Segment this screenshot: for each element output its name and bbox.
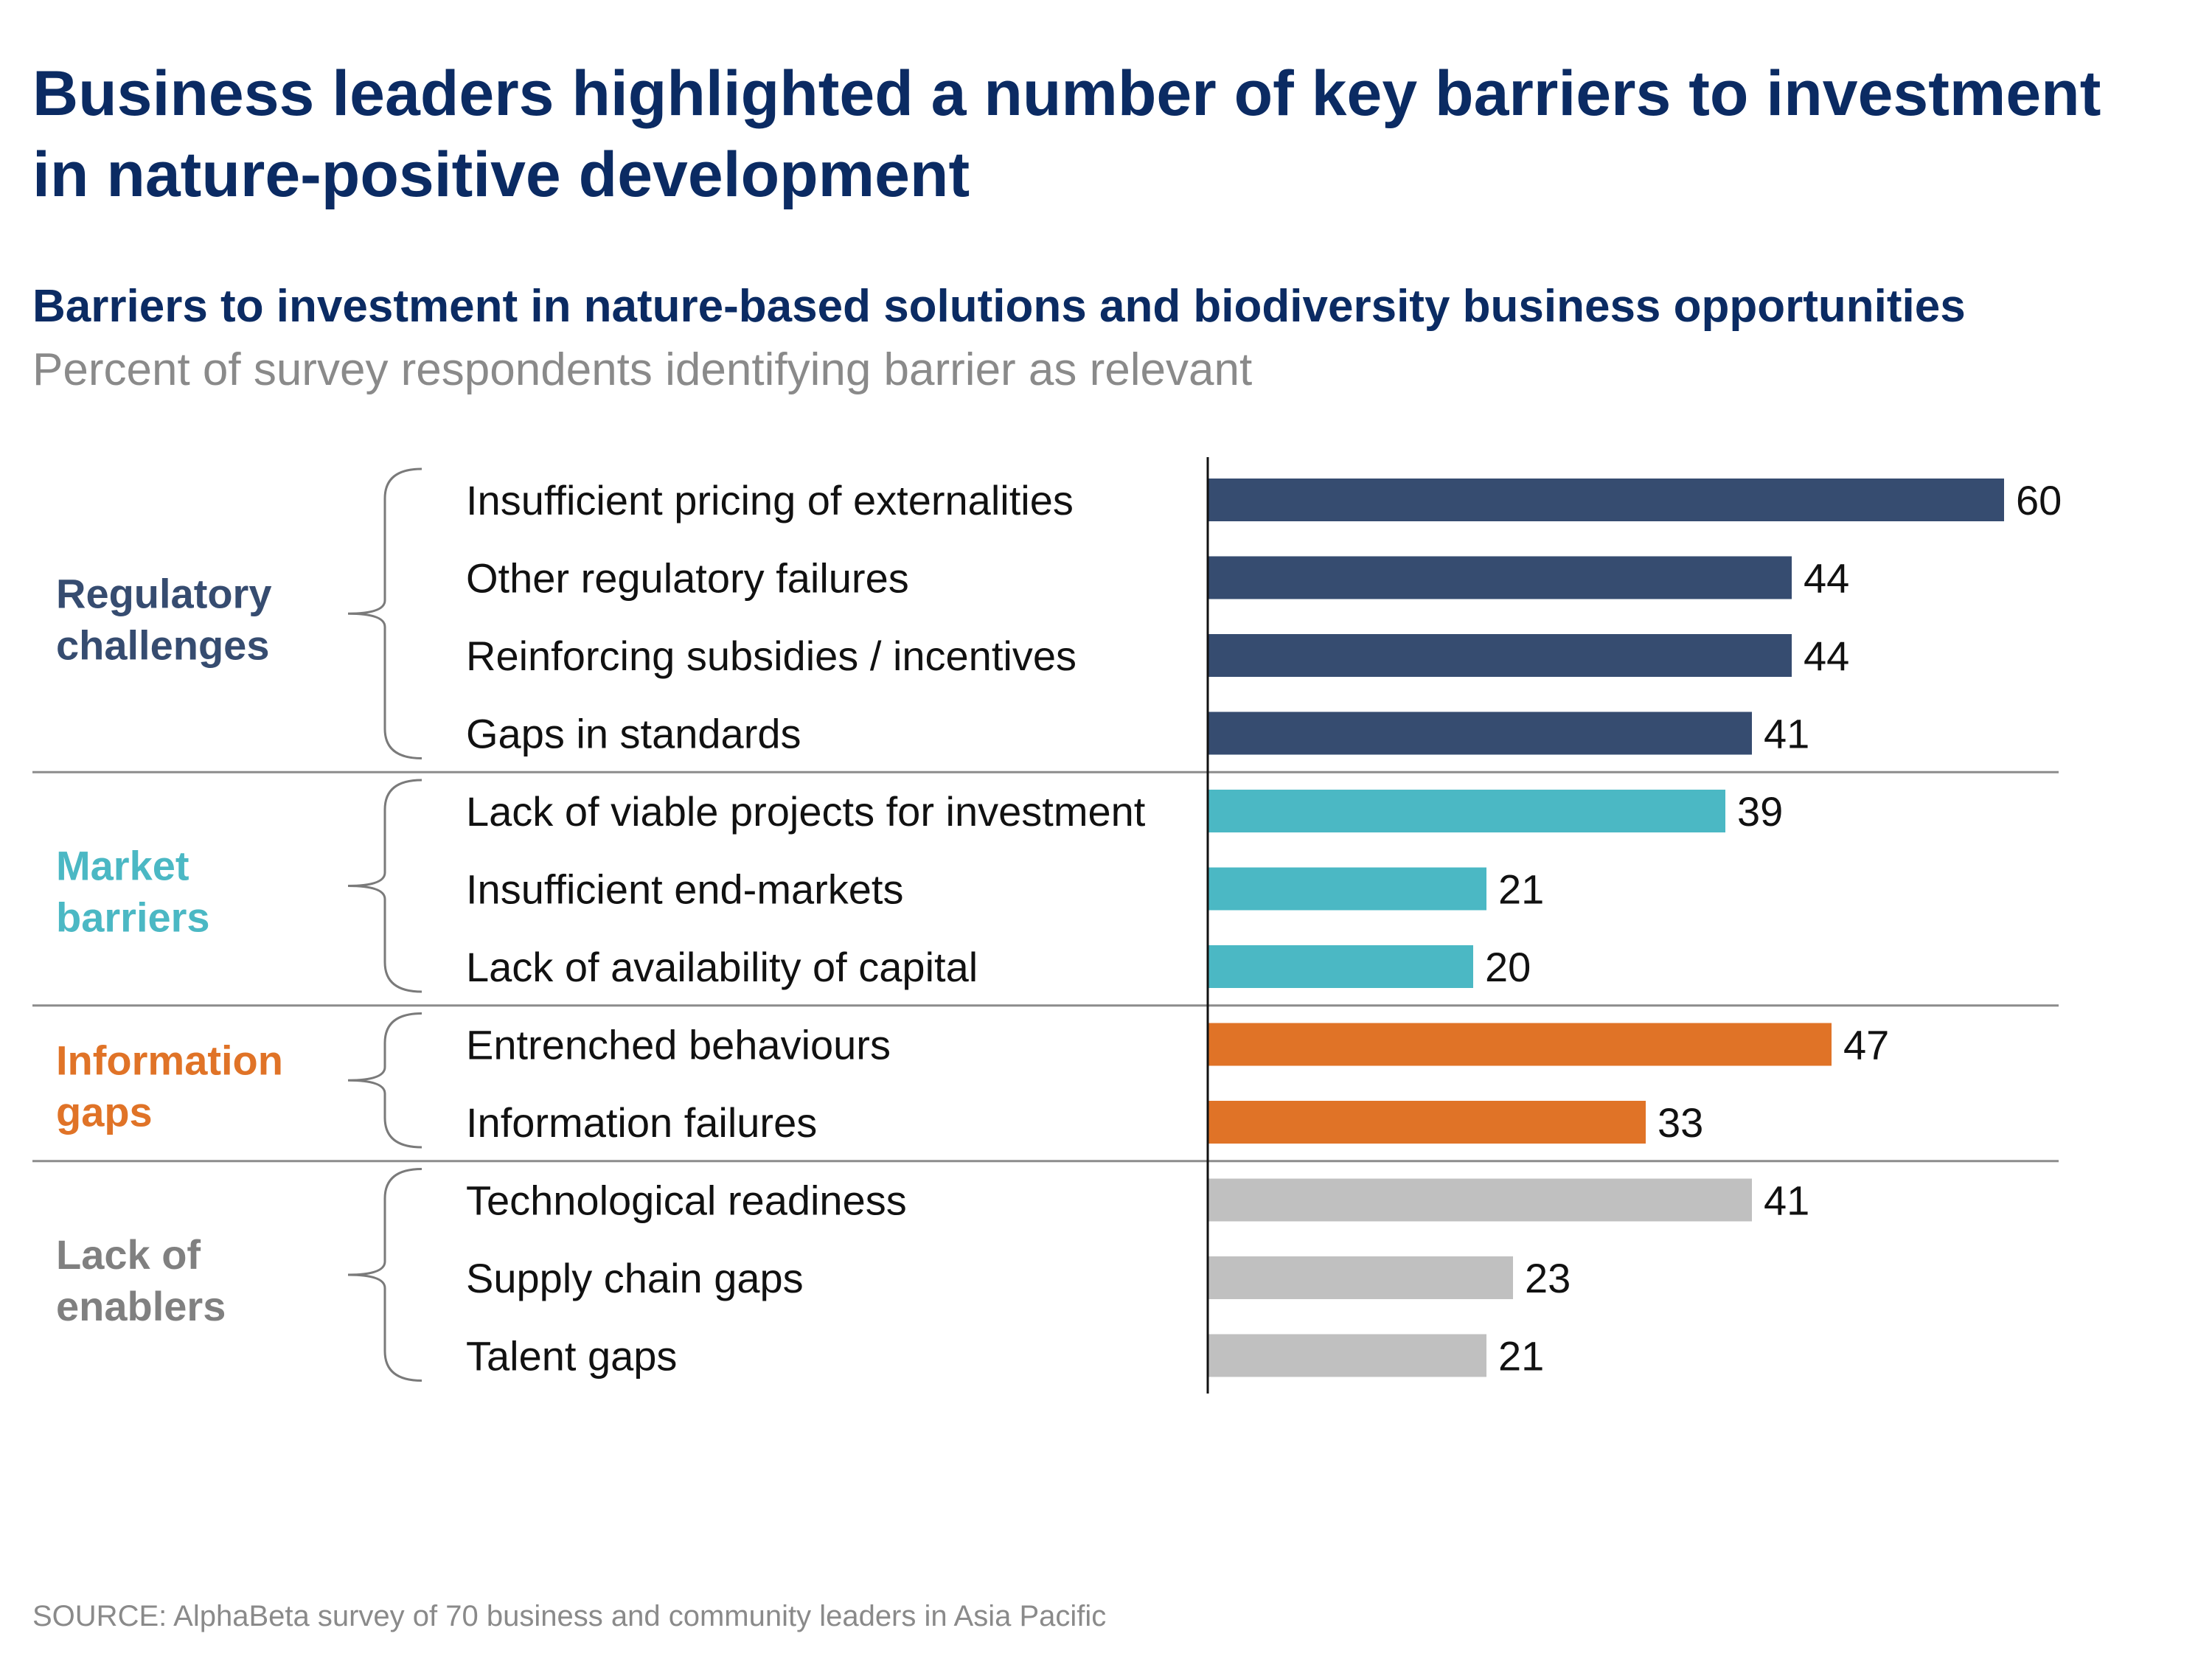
category-label: Other regulatory failures [466, 555, 909, 602]
bar [1208, 1101, 1646, 1144]
page-title: Business leaders highlighted a number of… [32, 58, 2101, 210]
value-label: 41 [1764, 711, 1809, 757]
category-label: Talent gaps [466, 1333, 677, 1380]
group-label: Market barriers [56, 843, 210, 941]
bar [1208, 1023, 1832, 1066]
value-label: 47 [1843, 1022, 1889, 1068]
value-label: 41 [1764, 1177, 1809, 1224]
value-label: 21 [1498, 1333, 1544, 1380]
value-label: 23 [1525, 1255, 1571, 1301]
bar [1208, 634, 1792, 677]
group-brace [347, 1012, 422, 1149]
category-label: Supply chain gaps [466, 1255, 804, 1301]
bar [1208, 479, 2004, 521]
category-label: Insufficient pricing of externalities [466, 477, 1074, 523]
bar [1208, 1334, 1486, 1377]
value-label: 44 [1804, 633, 1849, 679]
bar [1208, 1178, 1752, 1222]
value-label: 33 [1658, 1099, 1703, 1146]
value-label: 20 [1485, 944, 1531, 990]
category-label: Lack of viable projects for investment [466, 788, 1146, 835]
category-label: Entrenched behaviours [466, 1022, 891, 1068]
bar [1208, 556, 1792, 599]
category-label: Information failures [466, 1099, 817, 1146]
group-brace [347, 779, 422, 993]
category-label: Reinforcing subsidies / incentives [466, 633, 1077, 679]
value-label: 39 [1737, 788, 1783, 835]
value-label: 60 [2016, 477, 2062, 523]
chart-subtitle: Barriers to investment in nature-based s… [32, 281, 1966, 332]
value-label: 44 [1804, 555, 1849, 602]
category-label: Technological readiness [466, 1177, 907, 1224]
bar [1208, 712, 1752, 755]
category-label: Insufficient end-markets [466, 866, 903, 913]
category-label: Lack of availability of capital [466, 944, 978, 990]
group-brace [347, 467, 422, 759]
bar [1208, 945, 1473, 988]
category-label: Gaps in standards [466, 711, 801, 757]
group-label: Information gaps [56, 1037, 283, 1135]
group-label: Lack of enablers [56, 1231, 226, 1329]
bar [1208, 867, 1486, 911]
bar [1208, 1256, 1513, 1299]
group-label: Regulatory challenges [56, 570, 272, 668]
group-brace [347, 1168, 422, 1382]
bar [1208, 790, 1725, 832]
chart-unit-label: Percent of survey respondents identifyin… [32, 344, 1253, 395]
source-note: SOURCE: AlphaBeta survey of 70 business … [32, 1600, 1107, 1632]
value-label: 21 [1498, 866, 1544, 913]
